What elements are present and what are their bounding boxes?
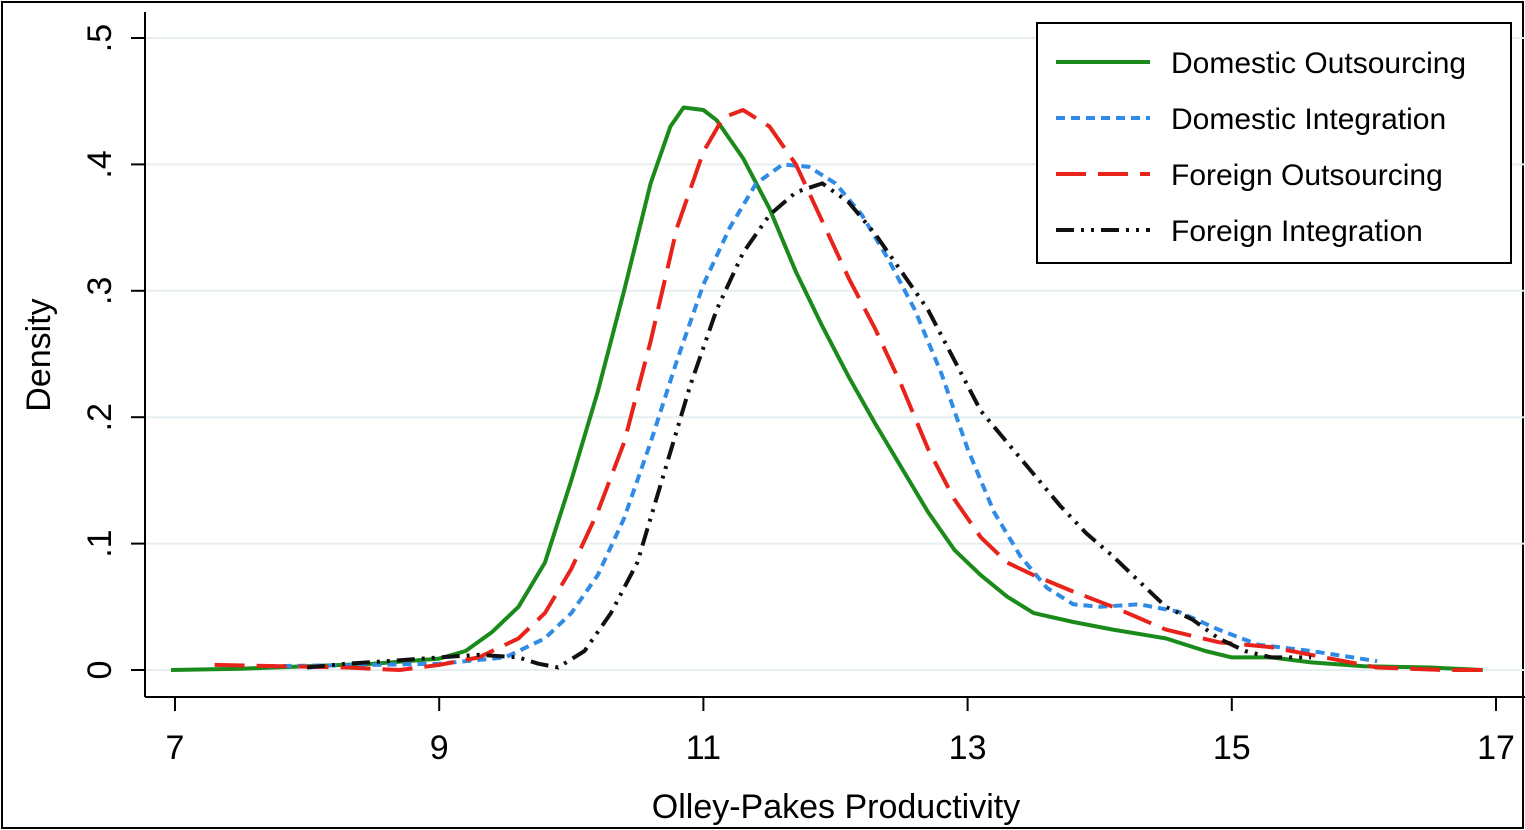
y-tick-label-3: .3 [81, 277, 119, 305]
y-tick-label-0: 0 [81, 661, 119, 680]
series-line-1 [170, 105, 1483, 672]
legend-label-3: Foreign Outsourcing [1171, 159, 1443, 192]
axes [144, 12, 1525, 698]
x-tick-label-3: 13 [949, 729, 987, 767]
x-tick-label-4: 15 [1213, 729, 1251, 767]
y-axis-label: Density [20, 298, 58, 411]
y-tick-label-1: .1 [81, 529, 119, 557]
y-tick-label-5: .5 [81, 24, 119, 52]
x-tick-label-0: 7 [166, 729, 185, 767]
x-axis-ticks: 7 9 11 13 15 17 [166, 697, 1515, 767]
series-line-4 [306, 181, 1312, 670]
y-axis-ticks: 0 .1 .2 .3 .4 .5 [81, 24, 145, 680]
series-line-3 [214, 108, 1483, 672]
legend-label-4: Foreign Integration [1171, 215, 1423, 248]
series-layer [170, 105, 1483, 672]
legend-label-1: Domestic Outsourcing [1171, 47, 1466, 80]
y-tick-label-4: .4 [81, 150, 119, 178]
x-tick-label-5: 17 [1477, 729, 1515, 767]
x-tick-label-2: 11 [686, 729, 721, 767]
legend-label-2: Domestic Integration [1171, 103, 1446, 136]
y-tick-label-2: .2 [81, 403, 119, 431]
x-tick-label-1: 9 [430, 729, 449, 767]
series-line-2 [267, 162, 1378, 669]
legend: Domestic Outsourcing Domestic Integration… [1036, 22, 1512, 264]
x-axis-label: Olley-Pakes Productivity [652, 788, 1020, 826]
